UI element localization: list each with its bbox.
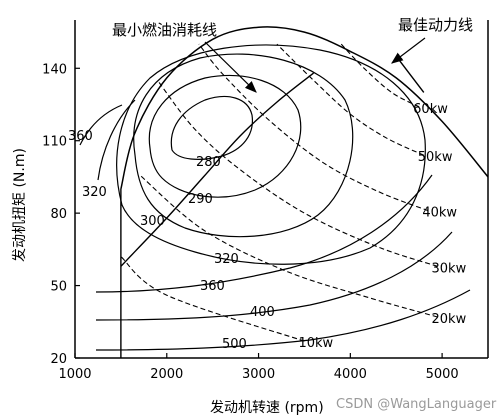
axes: [74, 20, 489, 359]
power-label-20kw: 20kw: [432, 312, 467, 327]
contour-label-360-left: 360: [68, 129, 93, 144]
best-power-path: [395, 55, 425, 93]
contour-label-300: 300: [140, 214, 165, 229]
contour-360-left: [79, 104, 123, 146]
contour-label-500: 500: [222, 337, 247, 352]
contour-290: [148, 74, 302, 198]
contour-label-360-lower: 360: [200, 279, 225, 294]
x-tick-label: 4000: [334, 367, 367, 382]
power-label-10kw: 10kw: [298, 336, 333, 351]
contour-300: [133, 53, 354, 238]
power-line-60kw: [340, 43, 420, 108]
max-torque-line: [120, 26, 489, 190]
contour-labels: 280 290 300 320 320 360 360 400 500: [68, 129, 275, 352]
max-torque-curve: [120, 26, 489, 358]
power-line-20kw: [138, 174, 438, 318]
contour-280: [170, 95, 253, 160]
power-lines: 10kw 20kw 30kw 40kw 50kw 60kw: [120, 43, 467, 351]
y-tick-label: 110: [42, 135, 67, 150]
contour-label-290: 290: [188, 192, 213, 207]
y-tick-label: 80: [50, 207, 67, 222]
x-tick-label: 2000: [150, 367, 183, 382]
best-power-line: [395, 55, 425, 93]
y-axis-title: 发动机扭矩 (N.m): [12, 148, 28, 262]
x-tick-label: 1000: [58, 367, 91, 382]
contour-360-lower: [95, 174, 433, 293]
y-axis-ticks: 20 50 80 110 140: [42, 62, 80, 367]
power-line-40kw: [198, 43, 429, 212]
power-line-50kw: [276, 43, 425, 156]
power-line-30kw: [157, 80, 438, 267]
annotation-min-fuel-arrow: [204, 41, 257, 93]
contour-label-320-left: 320: [82, 185, 107, 200]
power-label-60kw: 60kw: [413, 102, 448, 117]
annotations: 最小燃油消耗线 最佳动力线: [112, 16, 473, 93]
min-fuel-line: [120, 72, 315, 267]
x-tick-label: 5000: [426, 367, 459, 382]
y-tick-label: 140: [42, 62, 67, 77]
contour-400: [95, 231, 453, 321]
annotation-best-power: 最佳动力线: [398, 16, 473, 34]
power-label-30kw: 30kw: [432, 261, 467, 276]
annotation-min-fuel: 最小燃油消耗线: [112, 21, 217, 39]
bsfc-contours: [79, 44, 471, 351]
contour-label-280: 280: [196, 155, 221, 170]
power-label-40kw: 40kw: [422, 206, 457, 221]
y-tick-label: 50: [50, 280, 67, 295]
min-fuel-path: [120, 72, 315, 267]
watermark: CSDN @WangLanguager: [336, 397, 497, 412]
x-axis-ticks: 1000 2000 3000 4000 5000: [58, 353, 459, 382]
contour-label-400: 400: [250, 305, 275, 320]
x-axis-title: 发动机转速 (rpm): [210, 400, 324, 416]
contour-label-320-lower: 320: [214, 252, 239, 267]
annotation-best-power-arrow: [391, 37, 426, 64]
contour-320-upper: [116, 44, 426, 265]
y-tick-label: 20: [50, 352, 67, 367]
contour-320-left: [97, 99, 136, 181]
contour-500: [95, 289, 471, 351]
power-line-10kw: [120, 256, 305, 342]
x-tick-label: 3000: [242, 367, 275, 382]
power-label-50kw: 50kw: [418, 150, 453, 165]
